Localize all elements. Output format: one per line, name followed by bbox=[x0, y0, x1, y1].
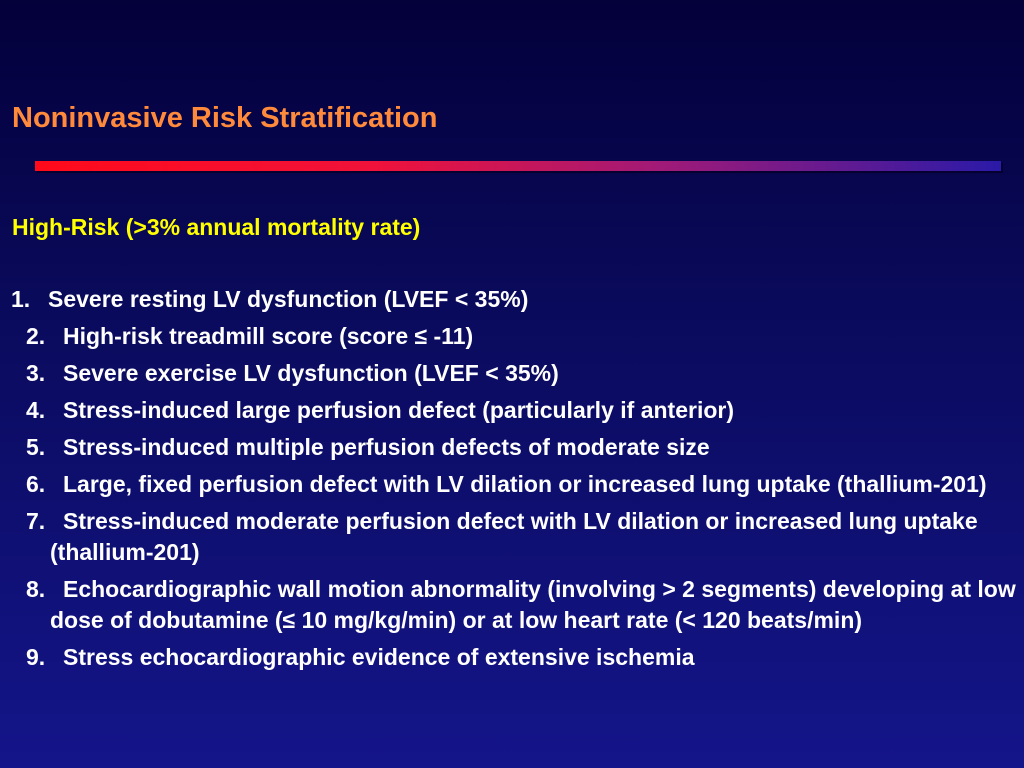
list-item: 5. Stress-induced multiple perfusion defe… bbox=[0, 432, 1024, 463]
item-text: Stress-induced multiple perfusion defect… bbox=[63, 434, 710, 460]
item-number: 6. bbox=[26, 471, 46, 497]
item-text: High-risk treadmill score (score ≤ -11) bbox=[63, 323, 474, 349]
item-number: 7. bbox=[26, 508, 46, 534]
risk-criteria-list: 1. Severe resting LV dysfunction (LVEF < … bbox=[0, 284, 1024, 679]
item-number: 9. bbox=[26, 644, 46, 670]
item-text: Echocardiographic wall motion abnormalit… bbox=[50, 576, 1016, 633]
list-item: 9. Stress echocardiographic evidence of e… bbox=[0, 642, 1024, 673]
item-text: Stress echocardiographic evidence of ext… bbox=[63, 644, 695, 670]
item-text: Large, fixed perfusion defect with LV di… bbox=[63, 471, 987, 497]
list-item: 6. Large, fixed perfusion defect with LV … bbox=[0, 469, 1024, 500]
item-number: 8. bbox=[26, 576, 46, 602]
list-item: 7. Stress-induced moderate perfusion defe… bbox=[0, 506, 1024, 568]
list-item: 4. Stress-induced large perfusion defect … bbox=[0, 395, 1024, 426]
slide-title: Noninvasive Risk Stratification bbox=[12, 102, 438, 134]
list-item: 8. Echocardiographic wall motion abnormal… bbox=[0, 574, 1024, 636]
item-text: Severe resting LV dysfunction (LVEF < 35… bbox=[48, 286, 529, 312]
item-number: 3. bbox=[26, 360, 46, 386]
slide-subtitle: High-Risk (>3% annual mortality rate) bbox=[12, 214, 421, 240]
item-number: 2. bbox=[26, 323, 46, 349]
item-number: 4. bbox=[26, 397, 46, 423]
item-number: 1. bbox=[11, 286, 31, 312]
title-divider bbox=[35, 161, 1001, 171]
item-text: Severe exercise LV dysfunction (LVEF < 3… bbox=[63, 360, 559, 386]
item-text: Stress-induced moderate perfusion defect… bbox=[50, 508, 978, 565]
item-text: Stress-induced large perfusion defect (p… bbox=[63, 397, 734, 423]
item-number: 5. bbox=[26, 434, 46, 460]
list-item: 2. High-risk treadmill score (score ≤ -11… bbox=[0, 321, 1024, 352]
list-item: 3. Severe exercise LV dysfunction (LVEF <… bbox=[0, 358, 1024, 389]
list-item: 1. Severe resting LV dysfunction (LVEF < … bbox=[0, 284, 1024, 315]
